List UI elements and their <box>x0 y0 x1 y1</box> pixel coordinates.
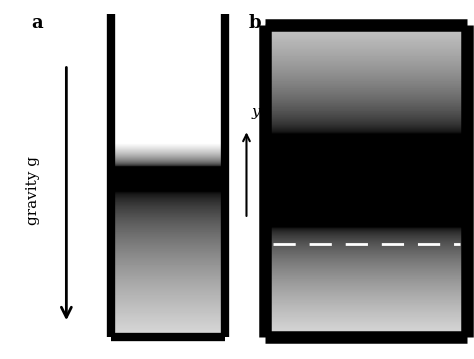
Text: gravity g: gravity g <box>26 156 40 225</box>
Text: a: a <box>31 14 43 32</box>
Text: b: b <box>249 14 262 32</box>
Text: y: y <box>251 105 260 119</box>
